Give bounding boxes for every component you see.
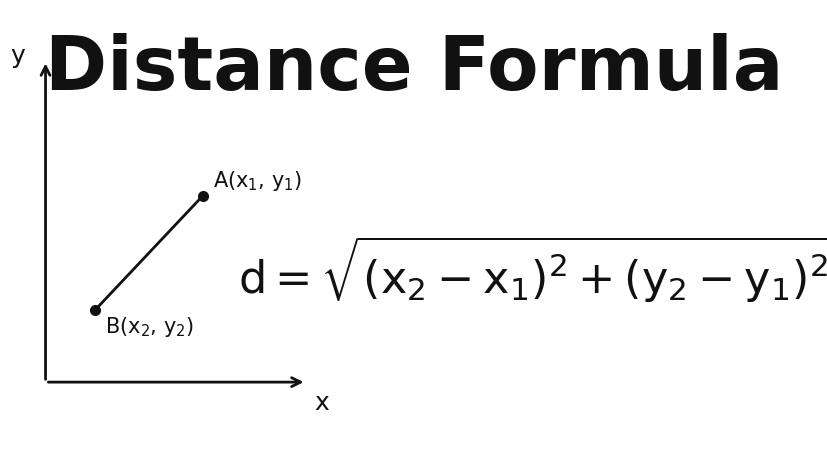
Text: Distance Formula: Distance Formula	[45, 33, 782, 106]
Text: B(x$_2$, y$_2$): B(x$_2$, y$_2$)	[105, 315, 194, 339]
Text: y: y	[10, 44, 25, 68]
Text: x: x	[313, 391, 328, 416]
Text: $\mathregular{d} = \sqrt{\mathregular{(x_2 - x_1)^2 + (y_2 - y_1)^2}}$: $\mathregular{d} = \sqrt{\mathregular{(x…	[238, 235, 827, 305]
Text: A(x$_1$, y$_1$): A(x$_1$, y$_1$)	[213, 169, 301, 193]
